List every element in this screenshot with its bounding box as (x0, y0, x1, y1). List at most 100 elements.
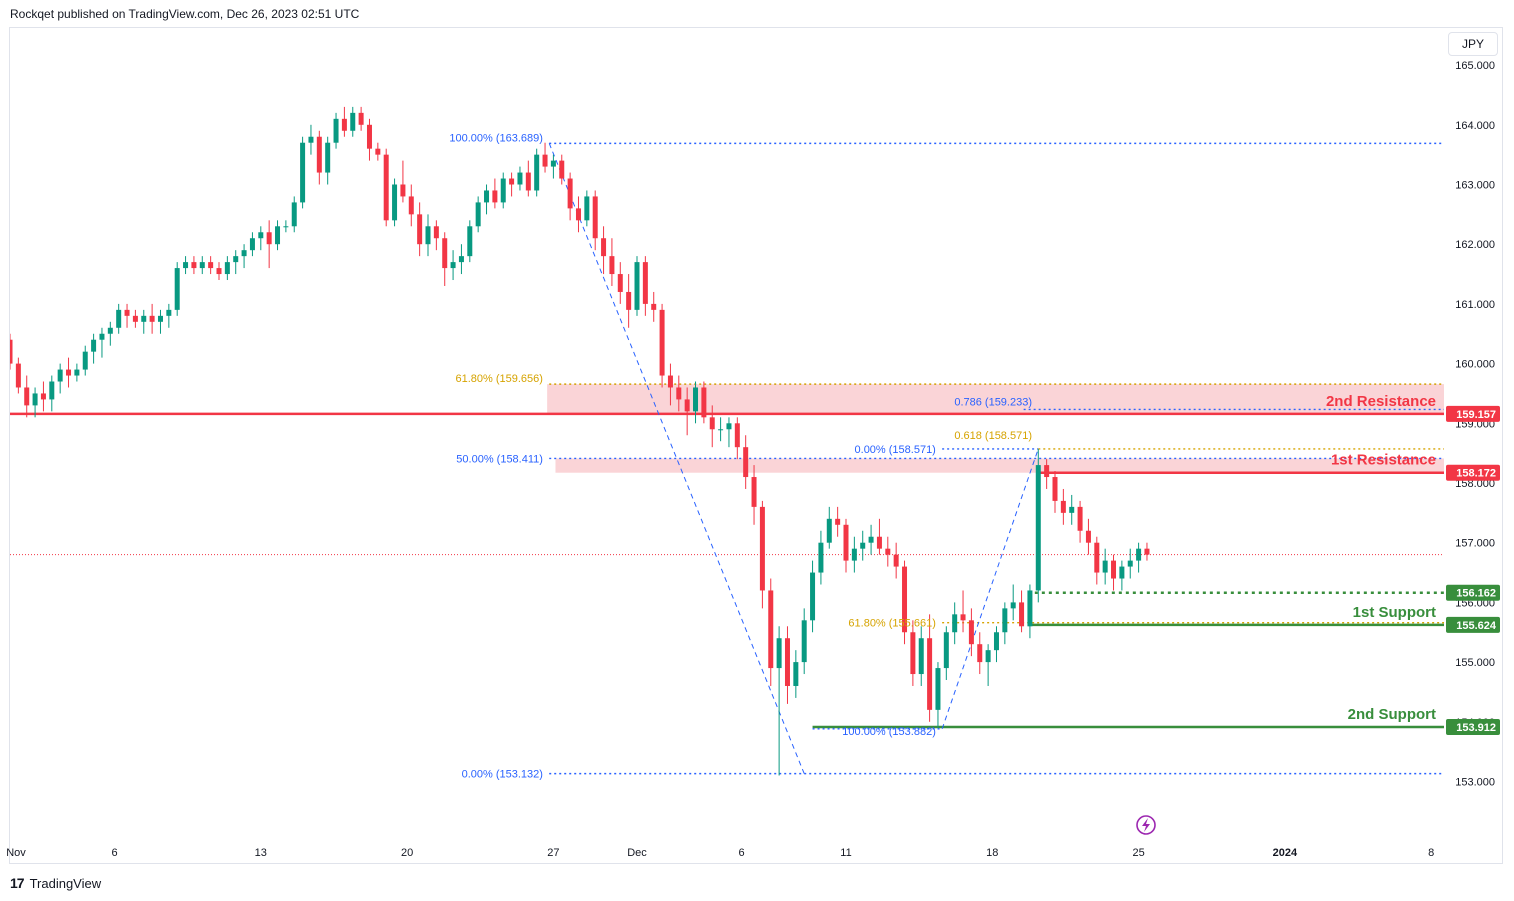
candle-body (784, 638, 790, 686)
candle-body (1085, 530, 1091, 543)
price-tag-bg (1446, 616, 1500, 633)
candle-body (224, 262, 230, 275)
candle (32, 387, 38, 418)
candle-body (408, 196, 414, 215)
level-name-label: 1st Support (1353, 604, 1436, 621)
y-tick-label: 164.000 (1455, 120, 1495, 132)
candle (174, 262, 180, 316)
candle-body (49, 381, 55, 400)
candle (910, 620, 916, 686)
fib-level-label: 0.786 (159.233) (954, 396, 1032, 408)
candle (1027, 584, 1033, 639)
candle (826, 506, 832, 549)
candle-body (57, 369, 63, 382)
candle-body (968, 620, 974, 645)
candle-body (993, 632, 999, 651)
candle (985, 644, 991, 686)
candle (542, 142, 548, 173)
candle (91, 333, 97, 364)
candle (1035, 448, 1041, 603)
candle-body (567, 178, 573, 209)
price-tag-label: 156.162 (1456, 588, 1496, 600)
candle-body (308, 136, 314, 143)
candle (316, 130, 322, 185)
candle-body (601, 238, 607, 257)
candle (952, 602, 958, 645)
candle-body (241, 250, 247, 257)
x-tick-label: 18 (986, 847, 998, 859)
candle-body (400, 184, 406, 197)
y-tick-label: 165.000 (1455, 60, 1495, 72)
candle-body (1019, 602, 1025, 627)
candle-body (458, 256, 464, 263)
footer-brand[interactable]: 17 TradingView (10, 875, 101, 891)
candle-body (107, 327, 113, 334)
candle (258, 226, 264, 251)
fib-level-label: 100.00% (163.689) (449, 132, 543, 144)
candle (82, 345, 88, 376)
candle-body (676, 387, 682, 400)
candle (943, 626, 949, 681)
candle (768, 578, 774, 686)
candle (509, 172, 515, 197)
candle-body (575, 208, 581, 221)
candle (609, 238, 615, 286)
candle-body (174, 268, 180, 310)
candle-body (734, 423, 740, 448)
candle (835, 506, 841, 537)
candle (993, 626, 999, 663)
candle-body (617, 274, 623, 292)
candle (216, 262, 222, 281)
x-tick-label: Dec (627, 847, 647, 859)
candle (425, 214, 431, 257)
candle-body (283, 226, 289, 228)
candle (325, 136, 331, 185)
candle-body (893, 554, 899, 567)
candle-body (701, 387, 707, 418)
candle (1119, 560, 1125, 591)
candle-body (659, 309, 665, 376)
candle (283, 220, 289, 233)
candle (626, 274, 632, 328)
candle (191, 256, 197, 275)
candle-body (291, 202, 297, 227)
candle (659, 303, 665, 388)
candle-body (199, 262, 205, 269)
candle (458, 244, 464, 275)
candle-body (333, 118, 339, 143)
candle-body (960, 614, 966, 621)
candle-body (525, 172, 531, 191)
candle-body (759, 506, 765, 591)
currency-selector[interactable]: JPY (1448, 32, 1498, 56)
candle-body (935, 668, 941, 710)
candle-body (1052, 477, 1058, 501)
candle-body (943, 632, 949, 669)
candle-body (32, 393, 38, 406)
candle-body (216, 268, 222, 275)
fib-level-label: 61.80% (155.661) (848, 618, 935, 630)
lightning-icon[interactable] (1136, 815, 1156, 835)
candle-body (584, 196, 590, 221)
candle-body (818, 542, 824, 573)
candle (818, 530, 824, 585)
x-tick-label: 11 (840, 847, 851, 859)
candle-body (341, 118, 347, 131)
candle-body (82, 351, 88, 370)
candle-body (634, 262, 640, 310)
candle (40, 381, 46, 412)
candle (208, 256, 214, 275)
candle-body (667, 375, 673, 388)
x-tick-label: 8 (1428, 847, 1434, 859)
candle-body (592, 196, 598, 239)
candle-body (275, 226, 281, 245)
candle-body (1111, 560, 1117, 579)
candle-body (366, 124, 372, 149)
price-tag: 155.624 (1446, 616, 1500, 633)
candle-body (1102, 560, 1108, 573)
candle-body (1119, 566, 1125, 579)
candle (350, 106, 356, 137)
candle-body (1094, 542, 1100, 573)
candle-body (1060, 500, 1066, 513)
candle-body (977, 644, 983, 663)
